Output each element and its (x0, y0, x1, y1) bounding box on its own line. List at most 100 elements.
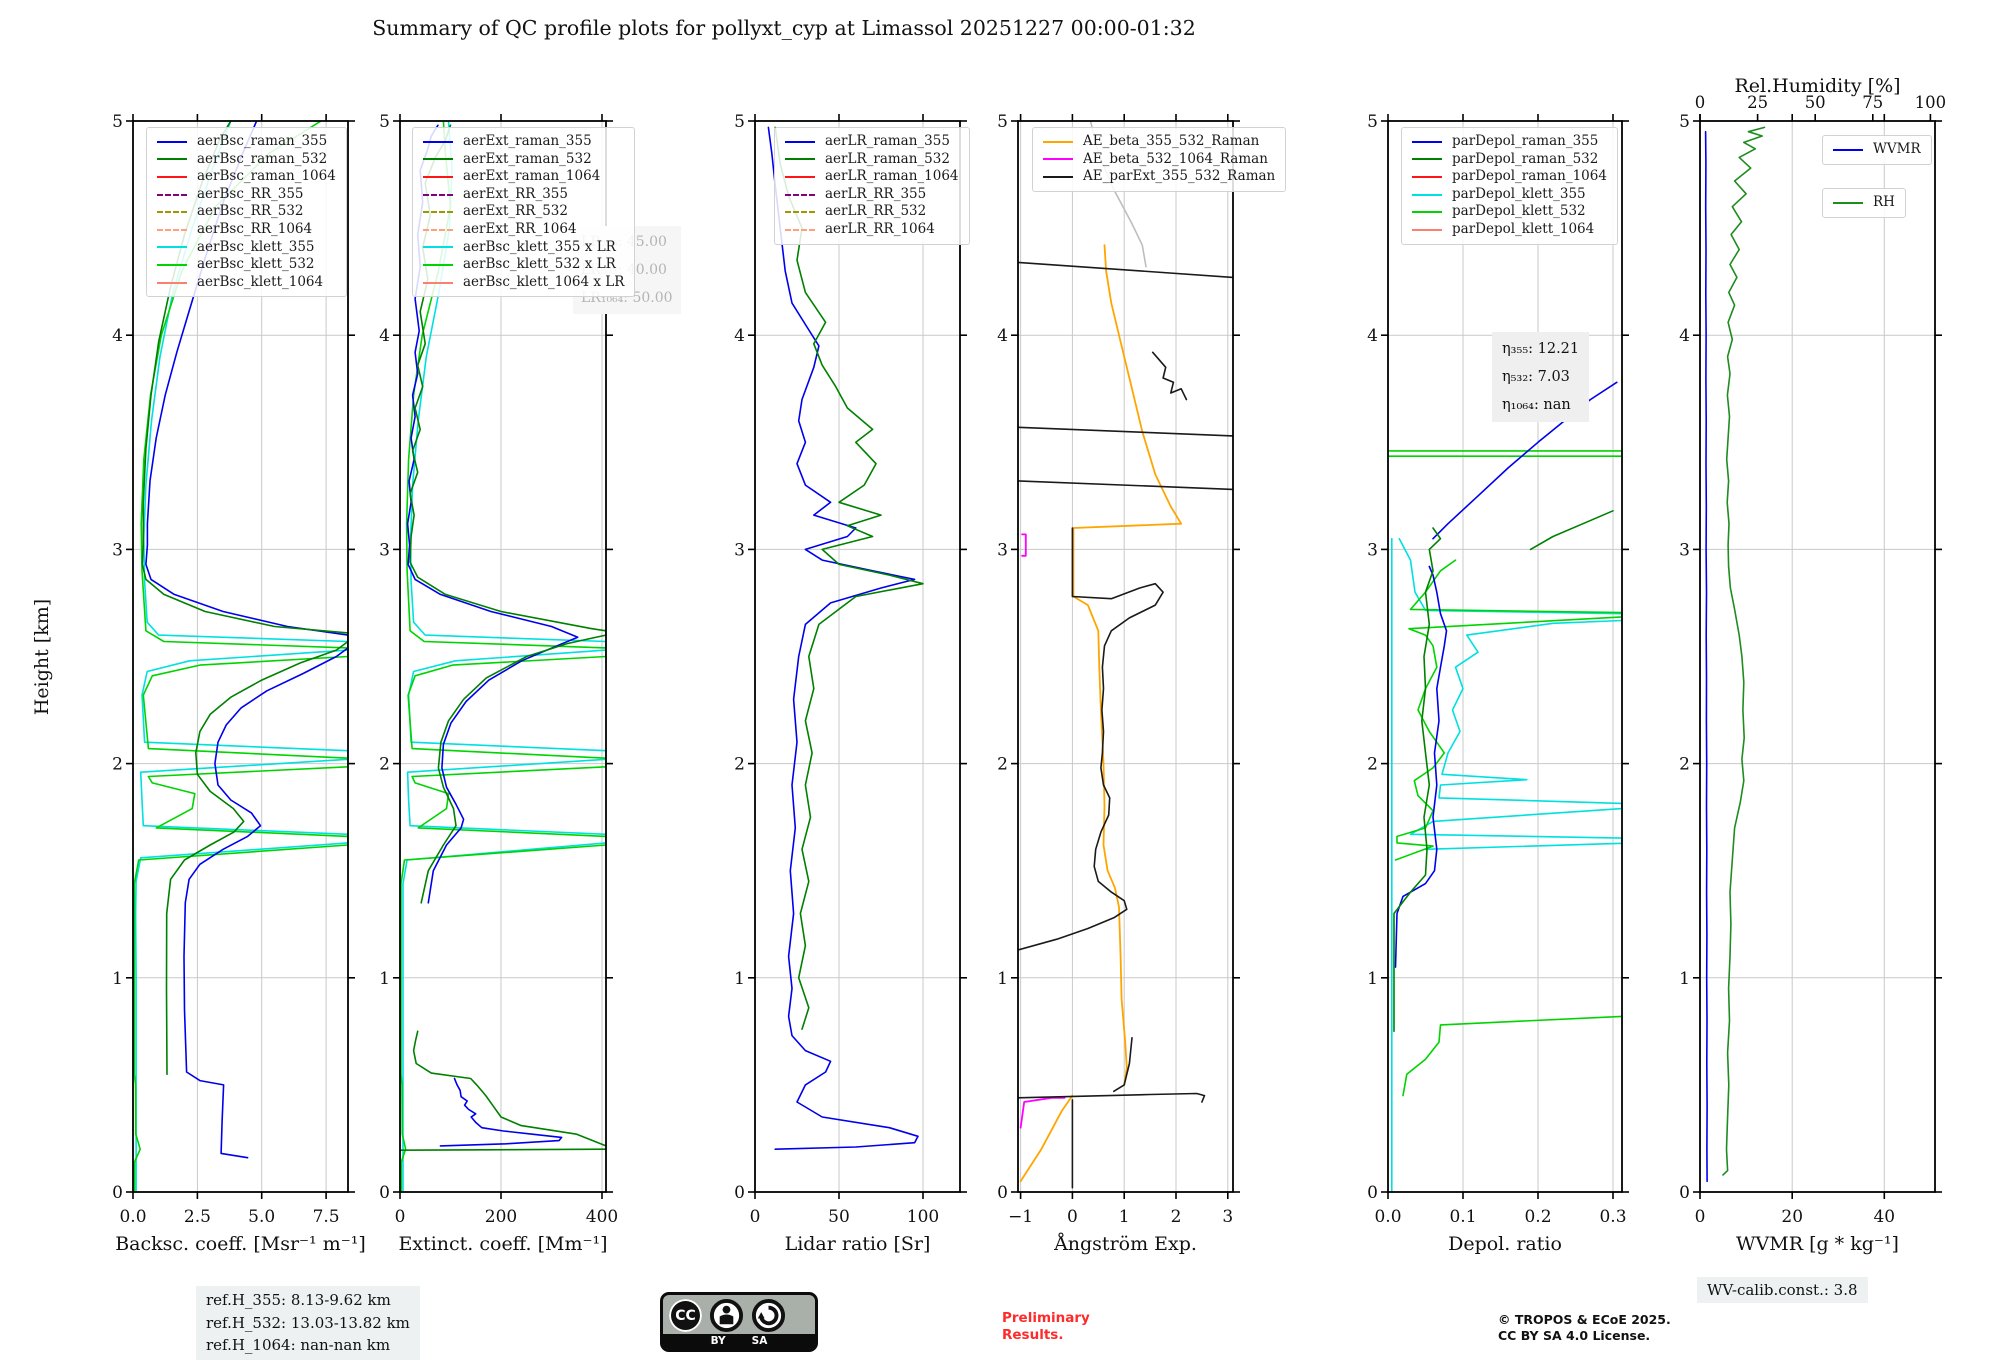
legend-entry: aerLR_RR_1064 (785, 221, 959, 239)
x-tick-label: −1 (1008, 1207, 1033, 1227)
panel-lidar_ratio: 0 50 100 0 1 2 3 4 5 Lidar ratio [Sr] (734, 112, 967, 1255)
height-axis-label: Height [km] (31, 598, 53, 716)
legend-line-sample-icon (157, 246, 187, 249)
x-tick-label: 2.5 (184, 1207, 211, 1227)
top-tick-label: 25 (1747, 93, 1768, 112)
series-RH (1722, 126, 1766, 1176)
legend-label: aerBsc_klett_1064 x LR (463, 273, 625, 290)
ref-heights-box: ref.H_355: 8.13-9.62 km ref.H_532: 13.03… (196, 1286, 420, 1360)
legend-line-sample-icon (1412, 140, 1442, 143)
x-tick-label: 1 (1119, 1207, 1130, 1227)
top-tick-label: 0 (1695, 93, 1706, 112)
legend-entry: parDepol_raman_355 (1412, 133, 1607, 151)
legend-entry: RH (1833, 194, 1895, 212)
legend-entry: AE_beta_355_532_Raman (1043, 133, 1275, 151)
series-AE_beta_532_1064_Raman (1019, 1096, 1066, 1129)
legend-label: parDepol_raman_532 (1452, 150, 1599, 167)
series-aerBsc_klett_355_x_LR (402, 121, 606, 1192)
cc-license-badge: CC BY SA (660, 1292, 818, 1352)
y-tick-label: 3 (379, 540, 390, 560)
grid-lines (1387, 120, 1622, 1193)
grid-lines (1018, 120, 1233, 1193)
legend-label: aerBsc_RR_355 (197, 185, 304, 202)
legend-line-sample-icon (157, 281, 187, 284)
x-tick-label: 200 (485, 1207, 517, 1227)
series-aerExt_raman_532 (412, 1030, 606, 1147)
legend-line-sample-icon (1043, 158, 1073, 161)
y-tick-label: 2 (1367, 755, 1378, 775)
series-parDepol_klett_355 (1398, 537, 1622, 851)
y-tick-label: 3 (997, 540, 1008, 560)
cc-sa-arrow-icon (751, 1298, 786, 1333)
x-tick-label: 5.0 (248, 1207, 275, 1227)
series-aerExt_raman_532 (400, 1148, 606, 1151)
y-tick-label: 0 (1679, 1183, 1690, 1203)
panel-extinction: 0 200 400 0 1 2 3 4 5 Extinct. coeff. [Mm⁻¹] (379, 112, 618, 1255)
axis-labels: 0.0 2.5 5.0 7.5 0 1 2 3 4 5 Backsc. coeff. [Msr⁻¹ … (112, 112, 366, 1255)
x-tick-label: 40 (1873, 1207, 1895, 1227)
legend-line-sample-icon (1043, 175, 1073, 178)
legend-entry: aerBsc_klett_355 x LR (423, 239, 624, 257)
axes-spines (754, 120, 961, 1193)
x-tick-label: 0.2 (1524, 1207, 1551, 1227)
legend-label: aerExt_raman_1064 (463, 168, 601, 185)
axis-ticks (126, 114, 355, 1199)
y-tick-label: 4 (1367, 326, 1378, 346)
legend-label: AE_beta_532_1064_Raman (1083, 150, 1268, 167)
legend-line-sample-icon (1412, 158, 1442, 161)
x-tick-label: 0.0 (119, 1207, 146, 1227)
legend-label: aerExt_RR_1064 (463, 220, 577, 237)
x-axis-label: Lidar ratio [Sr] (785, 1233, 931, 1255)
y-tick-label: 4 (112, 326, 123, 346)
series-WVMR (1704, 130, 1708, 1183)
preliminary-line-1: Preliminary (1002, 1310, 1090, 1326)
legend-label: aerBsc_klett_532 x LR (463, 256, 616, 273)
legend-line-sample-icon (423, 158, 453, 161)
eta-532-value: η₅₃₂: 7.03 (1502, 369, 1570, 385)
legend-line-sample-icon (423, 193, 453, 196)
legend-angstrom: AE_beta_355_532_Raman AE_beta_532_1064_Ra… (1032, 127, 1287, 192)
legend-entry: aerExt_raman_1064 (423, 168, 624, 186)
series-aerExt_raman_355 (439, 1077, 563, 1147)
legend-entry: aerBsc_RR_355 (157, 186, 336, 204)
legend-line-sample-icon (1412, 193, 1442, 196)
cc-icons-row: CC (663, 1295, 815, 1333)
legend-label: aerBsc_raman_1064 (197, 168, 336, 185)
y-tick-label: 5 (1679, 112, 1690, 132)
legend-line-sample-icon (423, 263, 453, 266)
series-aerBsc_klett_532_x_LR (400, 121, 606, 1192)
legend-entry: aerExt_raman_355 (423, 133, 624, 151)
legend-entry: parDepol_raman_1064 (1412, 168, 1607, 186)
x-tick-label: 0 (1067, 1207, 1078, 1227)
legend-label: aerBsc_RR_532 (197, 203, 304, 220)
x-axis-label: WVMR [g * kg⁻¹] (1736, 1233, 1899, 1255)
y-tick-label: 1 (379, 969, 390, 989)
legend-label: aerBsc_klett_1064 (197, 273, 324, 290)
axes-spines (399, 120, 607, 1193)
y-tick-label: 1 (112, 969, 123, 989)
axis-labels: 0 200 400 0 1 2 3 4 5 Extinct. coeff. [Mm⁻¹] (379, 112, 618, 1255)
series-AE_parExt_355_532_Raman (1113, 1037, 1133, 1093)
legend-line-sample-icon (785, 175, 815, 178)
cc-by-label: BY (710, 1335, 726, 1347)
eta-values-box: η₃₅₅: 12.21 η₅₃₂: 7.03 η₁₀₆₄: nan (1492, 332, 1590, 422)
y-tick-label: 1 (734, 969, 745, 989)
legend-line-sample-icon (1043, 140, 1073, 143)
legend-line-sample-icon (785, 140, 815, 143)
series-parDepol_raman_355 (1394, 565, 1448, 968)
series-parDepol_klett_532 (1394, 559, 1622, 861)
wv-calib-box: WV-calib.const.: 3.8 (1697, 1277, 1868, 1303)
y-tick-label: 5 (997, 112, 1008, 132)
legend-entry: aerLR_RR_355 (785, 186, 959, 204)
y-tick-label: 0 (112, 1183, 123, 1203)
axis-ticks (1011, 114, 1240, 1199)
legend-label: aerExt_raman_355 (463, 133, 592, 149)
legend-entry: parDepol_klett_532 (1412, 203, 1607, 221)
legend-label: aerExt_RR_355 (463, 185, 568, 202)
y-tick-label: 2 (734, 755, 745, 775)
legend-entry: aerBsc_klett_355 (157, 239, 336, 257)
y-tick-label: 3 (1367, 540, 1378, 560)
legend-label: aerLR_raman_355 (825, 133, 950, 149)
legend-label: aerBsc_raman_532 (197, 150, 328, 167)
